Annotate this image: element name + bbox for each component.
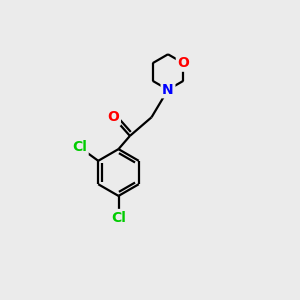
Text: N: N [162, 83, 174, 97]
Text: O: O [107, 110, 119, 124]
Text: Cl: Cl [72, 140, 87, 154]
Text: O: O [177, 56, 189, 70]
Text: Cl: Cl [111, 211, 126, 224]
